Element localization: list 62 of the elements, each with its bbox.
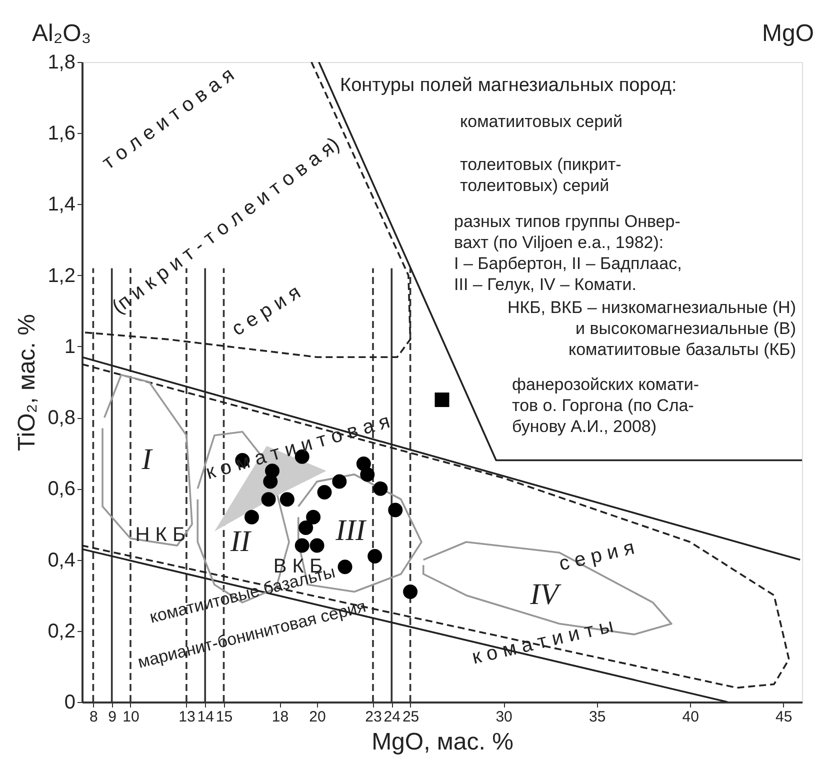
point xyxy=(403,584,418,600)
y-tick-label: 1,2 xyxy=(48,264,76,287)
annotation: с е р и я xyxy=(557,536,637,576)
point xyxy=(306,510,321,524)
x-tick-label: 10 xyxy=(122,708,140,726)
point xyxy=(294,538,310,553)
x-tick-label: 14 xyxy=(197,708,214,726)
y-tick-label: 0,2 xyxy=(48,620,76,642)
y-tick-label: 0,8 xyxy=(48,407,76,430)
point xyxy=(263,474,278,489)
annotation: Контуры полей магнезиальных пород: xyxy=(340,75,677,96)
x-tick-label: 15 xyxy=(216,708,233,726)
y-tick-label: 0,4 xyxy=(48,549,76,572)
x-tick-label: 40 xyxy=(682,708,699,726)
point xyxy=(317,484,332,500)
y-tick-label: 1 xyxy=(64,336,76,358)
text: Al₂O₃ xyxy=(32,20,92,47)
point xyxy=(310,538,324,553)
point xyxy=(434,392,450,408)
annotation: I xyxy=(140,443,154,476)
y-tick-label: 1,8 xyxy=(48,52,76,74)
annotation: с е р и я xyxy=(228,281,305,341)
annotation: III xyxy=(334,514,368,548)
y-tick-label: 1,4 xyxy=(48,194,76,216)
x-tick-label: 25 xyxy=(402,708,420,726)
point xyxy=(332,474,347,489)
x-tick-label: 20 xyxy=(309,708,326,726)
text: MgO xyxy=(762,20,814,47)
point xyxy=(244,510,259,524)
point xyxy=(338,560,352,574)
annotation: толеитовых (пикрит- толеитовых) серий xyxy=(460,155,622,195)
x-tick-label: 23 xyxy=(365,708,382,726)
y-tick-label: 0 xyxy=(64,692,76,714)
annotation: IV xyxy=(529,578,562,612)
line-series xyxy=(82,62,412,358)
x-tick-label: 45 xyxy=(776,708,792,726)
annotation: II xyxy=(229,525,252,558)
point xyxy=(360,467,375,482)
y-tick-label: 0,6 xyxy=(48,478,76,500)
x-tick-label: 13 xyxy=(178,708,196,726)
x-tick-label: 9 xyxy=(108,708,117,726)
point xyxy=(368,548,382,564)
line-series xyxy=(102,374,193,546)
point xyxy=(373,481,388,496)
x-tick-label: 24 xyxy=(384,708,400,726)
point xyxy=(298,520,314,536)
y-axis-title: TiO₂, мас. % xyxy=(14,314,41,451)
annotation: коматиитовых серий xyxy=(460,112,623,131)
x-tick-label: 8 xyxy=(90,708,98,726)
y-tick-label: 1,6 xyxy=(48,122,76,145)
x-tick-label: 35 xyxy=(588,708,606,726)
x-tick-label: 18 xyxy=(272,708,289,726)
annotation: т о л е и т о в а я xyxy=(98,64,238,174)
annotation: Н К Б xyxy=(135,524,186,546)
x-axis-title: MgO, мас. % xyxy=(372,728,514,756)
annotation: разных типов группы Онвер- вахт (по Viljoen e.a., 1982): I – Барбертон, II – Бадплаас, III – Гелук, IV – Комати. xyxy=(454,212,682,294)
annotation: НКБ, ВКБ – низкомагнезиальные (Н) и высокомагнезиальные (В) коматиитовые базальты (КБ) xyxy=(507,298,796,359)
point xyxy=(388,502,403,518)
point xyxy=(280,492,294,507)
x-tick-label: 30 xyxy=(496,708,512,726)
point xyxy=(261,492,276,507)
annotation: фанерозойских комати- тов о. Горгона (по Сла- бунову А.И., 2008) xyxy=(512,375,700,436)
